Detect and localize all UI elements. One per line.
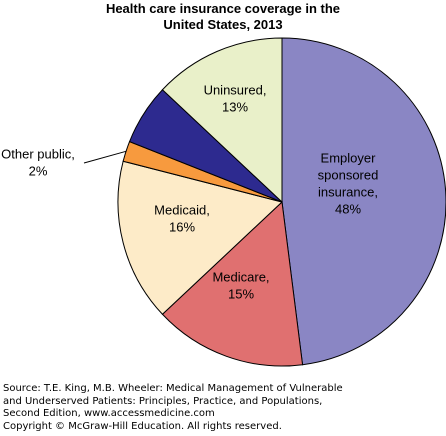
chart-title-line-1: Health care insurance coverage in the bbox=[105, 1, 341, 16]
pie-slice-employer-sponsored bbox=[281, 37, 446, 366]
source-line-1: Source: T.E. King, M.B. Wheeler: Medical… bbox=[3, 383, 343, 394]
source-line-2: and Underserved Patients: Principles, Pr… bbox=[3, 395, 323, 407]
pie-slice-uninsured bbox=[161, 37, 283, 204]
slice-label-uninsured-2: 13% bbox=[222, 100, 248, 115]
slice-label-employer-sponsored-3: insurance, bbox=[318, 185, 378, 200]
copyright-line: Copyright © McGraw-Hill Education. All r… bbox=[3, 420, 282, 432]
slice-label-other-public-2: 2% bbox=[29, 164, 48, 179]
slice-label-medicaid-1: Medicaid, bbox=[154, 203, 210, 218]
slice-label-employer-sponsored-2: sponsored bbox=[318, 168, 379, 183]
source-note: Source: T.E. King, M.B. Wheeler: Medical… bbox=[3, 383, 443, 433]
slice-label-medicare-2: 15% bbox=[228, 287, 254, 302]
slice-label-medicaid-2: 16% bbox=[169, 220, 195, 235]
pie-slice-medicare bbox=[161, 200, 304, 367]
leader-line-other-public bbox=[83, 150, 127, 164]
slice-label-uninsured-1: Uninsured, bbox=[204, 83, 267, 98]
slice-label-employer-sponsored-4: 48% bbox=[335, 202, 361, 217]
slice-label-employer-sponsored-1: Employer bbox=[321, 151, 377, 166]
pie-slice-medicaid bbox=[117, 160, 284, 315]
chart-title-line-2: United States, 2013 bbox=[163, 17, 283, 32]
slice-label-medicare-1: Medicare, bbox=[212, 270, 269, 285]
chart-title: Health care insurance coverage in the Un… bbox=[0, 1, 446, 33]
slice-label-other-public-1: Other public, bbox=[1, 147, 75, 162]
pie-chart: Employer sponsored insurance, 48% Medicare, 1… bbox=[1, 37, 446, 367]
source-line-3: Second Edition, www.accessmedicine.com bbox=[3, 408, 215, 419]
